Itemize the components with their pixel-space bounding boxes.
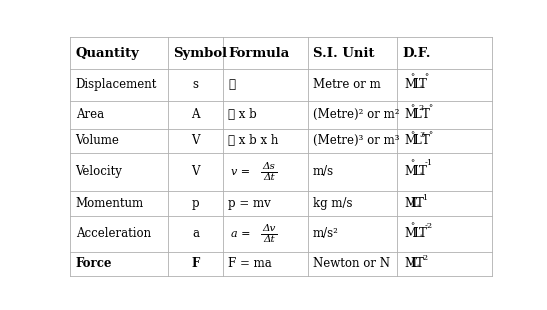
Text: kg m/s: kg m/s <box>313 197 352 210</box>
Text: L: L <box>410 257 418 270</box>
Text: Area: Area <box>75 108 104 121</box>
Text: Δs: Δs <box>263 162 275 171</box>
Text: L: L <box>410 197 418 210</box>
Text: -2: -2 <box>421 255 429 262</box>
Text: Acceleration: Acceleration <box>75 227 151 240</box>
Text: M: M <box>405 134 417 147</box>
Text: L: L <box>414 134 421 147</box>
Text: Momentum: Momentum <box>75 197 144 210</box>
Text: (Metre)² or m²: (Metre)² or m² <box>313 108 399 121</box>
Text: ℓ x b: ℓ x b <box>228 108 257 121</box>
Text: T: T <box>416 257 423 270</box>
Text: T: T <box>422 134 430 147</box>
Text: ℓ: ℓ <box>228 78 235 91</box>
Text: M: M <box>405 197 417 210</box>
Text: m/s²: m/s² <box>313 227 339 240</box>
Text: F: F <box>191 257 200 270</box>
Text: 3: 3 <box>419 131 424 140</box>
Text: v =: v = <box>231 167 253 177</box>
Text: V: V <box>191 134 200 147</box>
Text: V: V <box>191 165 200 178</box>
Text: T: T <box>419 165 427 178</box>
Text: °: ° <box>410 104 414 112</box>
Text: 2: 2 <box>419 104 424 112</box>
Text: Symbol: Symbol <box>173 46 227 60</box>
Text: F = ma: F = ma <box>228 257 272 270</box>
Text: T: T <box>419 227 427 240</box>
Text: -2: -2 <box>424 222 433 230</box>
Text: Newton or N: Newton or N <box>313 257 390 270</box>
Text: T: T <box>416 197 423 210</box>
Text: -1: -1 <box>424 159 433 167</box>
Text: °: ° <box>428 104 432 112</box>
Text: Δt: Δt <box>263 173 275 182</box>
Text: -1: -1 <box>421 194 429 202</box>
Text: T: T <box>422 108 430 121</box>
Text: °: ° <box>410 74 414 82</box>
Text: m/s: m/s <box>313 165 334 178</box>
Text: Volume: Volume <box>75 134 119 147</box>
Text: T: T <box>419 78 427 91</box>
Text: A: A <box>191 108 200 121</box>
Text: °: ° <box>410 131 414 140</box>
Text: p = mv: p = mv <box>228 197 271 210</box>
Text: Velocity: Velocity <box>75 165 123 178</box>
Text: a: a <box>192 227 199 240</box>
Text: p: p <box>192 197 199 210</box>
Text: M: M <box>405 165 417 178</box>
Text: S.I. Unit: S.I. Unit <box>313 46 375 60</box>
Text: °: ° <box>410 222 414 230</box>
Text: °: ° <box>424 74 429 82</box>
Text: °: ° <box>428 131 432 140</box>
Text: Δv: Δv <box>262 224 276 233</box>
Text: L: L <box>414 227 421 240</box>
Text: s: s <box>193 78 199 91</box>
Text: M: M <box>405 78 417 91</box>
Text: L: L <box>414 78 421 91</box>
Text: M: M <box>405 257 417 270</box>
Text: D.F.: D.F. <box>402 46 430 60</box>
Text: M: M <box>405 227 417 240</box>
Text: Displacement: Displacement <box>75 78 157 91</box>
Text: °: ° <box>410 159 414 167</box>
Text: M: M <box>405 108 417 121</box>
Text: (Metre)³ or m³: (Metre)³ or m³ <box>313 134 399 147</box>
Text: Δt: Δt <box>263 235 275 244</box>
Text: Formula: Formula <box>228 46 289 60</box>
Text: Force: Force <box>75 257 112 270</box>
Text: L: L <box>414 165 421 178</box>
Text: Quantity: Quantity <box>75 46 139 60</box>
Text: L: L <box>414 108 421 121</box>
Text: Metre or m: Metre or m <box>313 78 381 91</box>
Text: a =: a = <box>231 229 254 239</box>
Text: ℓ x b x h: ℓ x b x h <box>228 134 278 147</box>
